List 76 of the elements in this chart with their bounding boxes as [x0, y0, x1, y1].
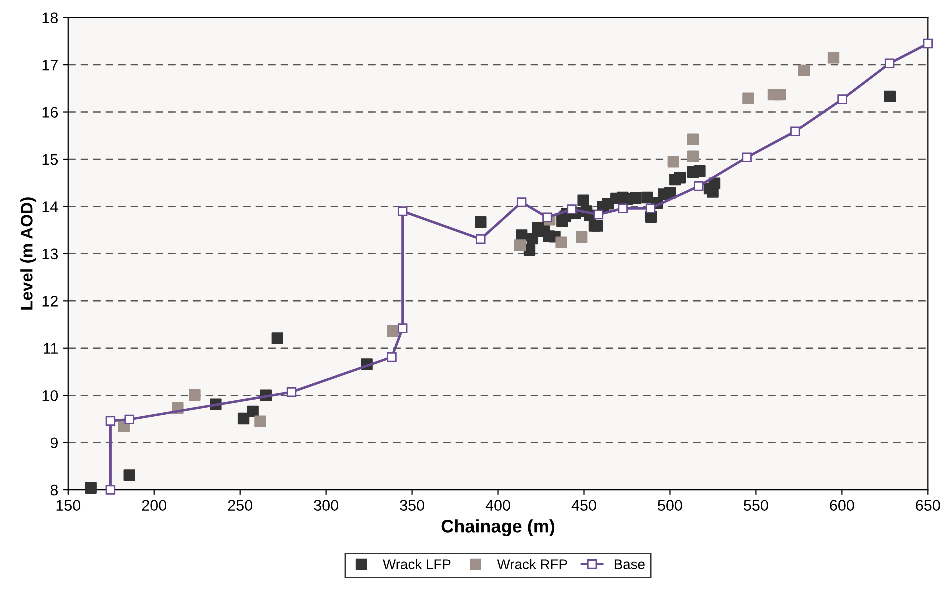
- point: [790, 126, 800, 136]
- point: [884, 58, 895, 68]
- point: [542, 212, 552, 222]
- point: [774, 88, 786, 101]
- point: [387, 352, 397, 362]
- y-tick-label: 18: [42, 12, 58, 24]
- x-tick-label: 550: [744, 500, 768, 511]
- point: [687, 134, 700, 146]
- point: [238, 412, 250, 425]
- point: [594, 210, 604, 220]
- point: [694, 165, 706, 178]
- y-tick-label: 10: [42, 390, 58, 402]
- point: [516, 198, 527, 208]
- legend-label: Base: [614, 560, 645, 570]
- point: [630, 192, 642, 204]
- point: [798, 64, 810, 77]
- x-tick-label: 600: [830, 500, 854, 511]
- point: [247, 406, 259, 418]
- point: [475, 216, 487, 228]
- point: [828, 52, 840, 64]
- point: [556, 236, 568, 248]
- point: [398, 206, 408, 216]
- point: [742, 92, 754, 104]
- y-tick-label: 16: [42, 107, 58, 118]
- point: [592, 220, 604, 232]
- x-tick-label: 300: [314, 500, 338, 511]
- point: [476, 234, 486, 244]
- y-axis-title: Level (m AOD): [20, 198, 36, 310]
- point: [646, 204, 656, 214]
- point: [526, 232, 539, 245]
- y-tick-label: 13: [42, 248, 58, 260]
- x-tick-label: 200: [142, 500, 167, 511]
- x-tick-label: 450: [572, 500, 596, 511]
- y-tick-label: 15: [42, 154, 58, 166]
- y-tick-label: 8: [50, 484, 58, 496]
- y-tick-label: 17: [42, 60, 58, 71]
- x-tick-label: 400: [486, 500, 510, 511]
- x-tick-label: 500: [658, 500, 682, 511]
- point: [106, 485, 116, 495]
- point: [567, 204, 577, 214]
- point: [85, 482, 97, 494]
- y-tick-label: 9: [50, 438, 58, 449]
- point: [124, 414, 134, 425]
- point: [272, 332, 284, 344]
- x-axis-title: Chainage (m): [442, 520, 555, 536]
- point: [694, 182, 704, 192]
- point: [742, 152, 752, 162]
- point: [642, 192, 654, 204]
- point: [687, 150, 700, 162]
- point: [884, 90, 896, 103]
- point: [618, 204, 628, 214]
- x-tick-label: 350: [400, 500, 424, 511]
- point: [668, 156, 680, 168]
- point: [286, 387, 297, 398]
- legend-label: Wrack RFP: [497, 559, 568, 570]
- x-tick-label: 250: [228, 500, 252, 511]
- point: [254, 416, 266, 428]
- x-tick-label: 650: [916, 500, 940, 511]
- legend-label: Wrack LFP: [383, 559, 451, 570]
- point: [578, 194, 590, 206]
- point: [387, 326, 399, 338]
- point: [514, 240, 526, 252]
- point: [106, 416, 116, 426]
- y-tick-label: 12: [42, 296, 58, 307]
- point: [398, 324, 408, 334]
- point: [124, 470, 136, 482]
- y-tick-label: 14: [42, 202, 58, 212]
- point: [838, 94, 848, 104]
- x-tick-label: 150: [56, 500, 81, 511]
- point: [576, 232, 588, 244]
- point: [674, 172, 686, 184]
- y-tick-label: 11: [44, 343, 58, 354]
- point: [923, 38, 934, 49]
- point: [189, 389, 201, 401]
- point: [664, 187, 676, 199]
- point: [708, 178, 721, 190]
